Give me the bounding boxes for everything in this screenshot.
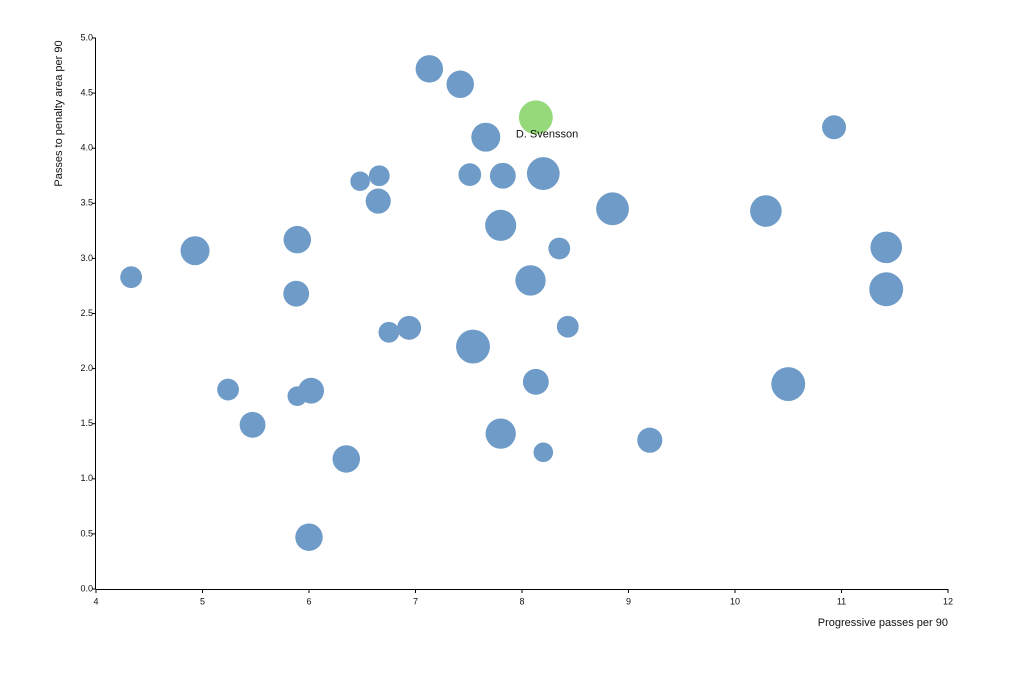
- x-tick-label: 7: [413, 596, 418, 606]
- player-point[interactable]: [298, 377, 325, 404]
- player-point[interactable]: [556, 315, 579, 338]
- player-point[interactable]: [471, 122, 501, 152]
- player-point[interactable]: [870, 231, 903, 264]
- y-axis-title: Passes to penalty area per 90: [53, 40, 65, 186]
- y-tick-label: 0.0: [80, 583, 93, 593]
- highlighted-player-label: D. Svensson: [516, 128, 578, 140]
- x-tick-label: 10: [730, 596, 740, 606]
- player-point[interactable]: [446, 70, 474, 99]
- x-tick-label: 5: [200, 596, 205, 606]
- player-point[interactable]: [822, 115, 847, 140]
- player-point[interactable]: [458, 163, 482, 187]
- player-point[interactable]: [596, 192, 629, 226]
- x-tick-label: 6: [306, 596, 311, 606]
- player-point[interactable]: [485, 209, 517, 241]
- x-axis-ticks: 4 5 6 7 8 9 10 11 12: [93, 589, 953, 606]
- player-point[interactable]: [120, 266, 143, 289]
- labels-layer: D. Svensson: [516, 128, 578, 140]
- player-point[interactable]: [515, 265, 546, 296]
- player-point[interactable]: [365, 188, 391, 214]
- player-point[interactable]: [548, 237, 571, 260]
- y-tick-label: 0.5: [80, 528, 93, 538]
- player-point[interactable]: [295, 523, 323, 551]
- player-point[interactable]: [217, 378, 239, 401]
- y-axis-ticks: 0.0 0.5 1.0 1.5 2.0 2.5 3.0 3.5 4.0 4.5 5.0: [80, 32, 96, 593]
- player-point[interactable]: [415, 55, 444, 83]
- x-axis-title: Progressive passes per 90: [818, 617, 948, 629]
- player-point[interactable]: [456, 329, 490, 364]
- x-tick-label: 4: [93, 596, 98, 606]
- y-tick-label: 3.0: [80, 253, 93, 263]
- x-tick-label: 12: [943, 596, 953, 606]
- y-tick-label: 4.5: [80, 87, 93, 97]
- player-point[interactable]: [533, 442, 554, 463]
- y-tick-label: 5.0: [80, 32, 93, 42]
- player-point[interactable]: [350, 171, 370, 192]
- player-point[interactable]: [397, 315, 422, 340]
- player-point[interactable]: [489, 162, 516, 189]
- y-tick-label: 4.0: [80, 143, 93, 153]
- player-point[interactable]: [368, 165, 390, 187]
- y-tick-label: 1.5: [80, 418, 93, 428]
- y-tick-label: 3.5: [80, 198, 93, 208]
- player-point[interactable]: [283, 225, 312, 254]
- y-tick-label: 2.5: [80, 308, 93, 318]
- highlighted-player-point[interactable]: [518, 100, 553, 135]
- player-point[interactable]: [180, 236, 210, 266]
- y-tick-label: 2.0: [80, 363, 93, 373]
- player-point[interactable]: [526, 157, 560, 190]
- player-point[interactable]: [750, 195, 782, 227]
- x-tick-label: 9: [626, 596, 631, 606]
- player-point[interactable]: [283, 280, 310, 307]
- player-point[interactable]: [637, 427, 663, 453]
- player-point[interactable]: [332, 445, 361, 473]
- player-point[interactable]: [239, 411, 266, 438]
- y-tick-label: 1.0: [80, 473, 93, 483]
- player-point[interactable]: [522, 368, 549, 395]
- player-point[interactable]: [378, 321, 400, 343]
- x-tick-label: 11: [837, 596, 846, 606]
- player-point[interactable]: [869, 272, 904, 307]
- x-tick-label: 8: [519, 596, 524, 606]
- player-point[interactable]: [485, 418, 516, 449]
- points-layer: [120, 55, 904, 551]
- player-point[interactable]: [771, 367, 806, 401]
